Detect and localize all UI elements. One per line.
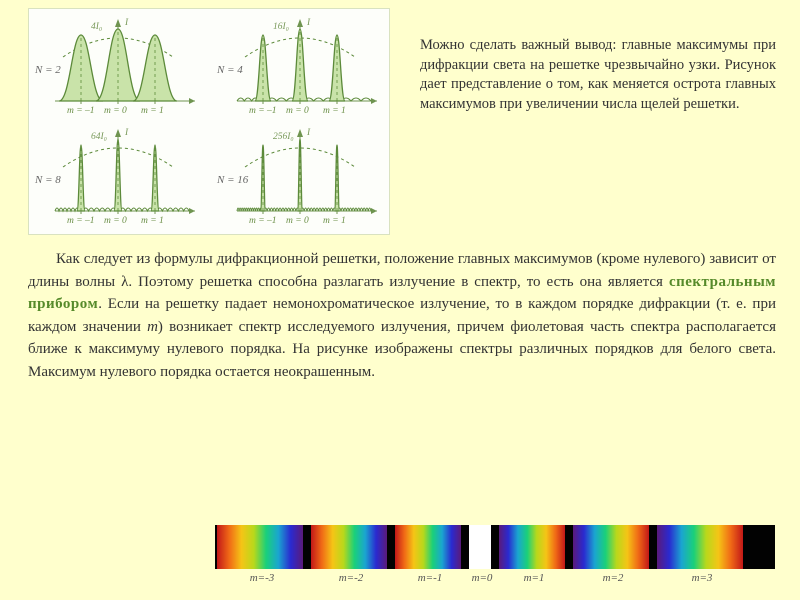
spectrum-order: [573, 525, 649, 569]
svg-text:4I₀: 4I₀: [91, 22, 102, 32]
top-caption: Можно сделать важный вывод: главные макс…: [390, 8, 780, 235]
subplot-n8: I 64I₀ N = 8 m = –1 m = 0 m = 1: [33, 123, 203, 231]
spectrum-order: [499, 525, 565, 569]
svg-text:m = 1: m = 1: [323, 216, 346, 226]
svg-text:m = 0: m = 0: [286, 106, 309, 116]
svg-text:m = –1: m = –1: [67, 106, 95, 116]
top-row: I 4I₀ N = 2 m = –1 m = 0 m = 1 I 16I₀ N = 4 m = …: [28, 8, 780, 235]
subplot-n2: I 4I₀ N = 2 m = –1 m = 0 m = 1: [33, 13, 203, 121]
svg-text:m = 0: m = 0: [286, 216, 309, 226]
svg-text:m = –1: m = –1: [249, 216, 277, 226]
svg-text:N = 4: N = 4: [216, 64, 243, 76]
spectrum-order: [469, 525, 491, 569]
body-part1: Как следует из формулы дифракционной реш…: [28, 251, 776, 290]
svg-text:I: I: [306, 18, 311, 28]
svg-text:16I₀: 16I₀: [273, 22, 289, 32]
spectrum-order: [311, 525, 387, 569]
spectrum-order: [657, 525, 743, 569]
body-paragraph: Как следует из формулы дифракционной реш…: [28, 248, 776, 383]
svg-text:64I₀: 64I₀: [91, 132, 107, 142]
spectrum-bands: [215, 525, 775, 569]
svg-text:256I₀: 256I₀: [273, 132, 294, 142]
diffraction-subplots-panel: I 4I₀ N = 2 m = –1 m = 0 m = 1 I 16I₀ N = 4 m = …: [28, 8, 390, 235]
svg-text:N = 2: N = 2: [34, 64, 61, 76]
subplot-n16: I 256I₀ N = 16 m = –1 m = 0 m = 1: [215, 123, 385, 231]
subplot-n4: I 16I₀ N = 4 m = –1 m = 0 m = 1: [215, 13, 385, 121]
svg-text:I: I: [124, 18, 129, 28]
svg-text:m = 1: m = 1: [141, 106, 164, 116]
svg-text:m = 0: m = 0: [104, 106, 127, 116]
spectrum-order: [217, 525, 303, 569]
spectrum-order: [395, 525, 461, 569]
svg-text:I: I: [124, 128, 129, 138]
svg-text:m = 1: m = 1: [141, 216, 164, 226]
svg-text:m = 1: m = 1: [323, 106, 346, 116]
svg-text:N = 16: N = 16: [216, 174, 249, 186]
svg-text:I: I: [306, 128, 311, 138]
spectrum-order-labels: m=-3m=-2m=-1m=0m=1m=2m=3: [215, 572, 775, 584]
spectrum-figure: m=-3m=-2m=-1m=0m=1m=2m=3: [215, 525, 775, 584]
svg-text:N = 8: N = 8: [34, 174, 61, 186]
svg-text:m = –1: m = –1: [67, 216, 95, 226]
svg-text:m = 0: m = 0: [104, 216, 127, 226]
m-variable: m: [147, 319, 158, 335]
svg-text:m = –1: m = –1: [249, 106, 277, 116]
